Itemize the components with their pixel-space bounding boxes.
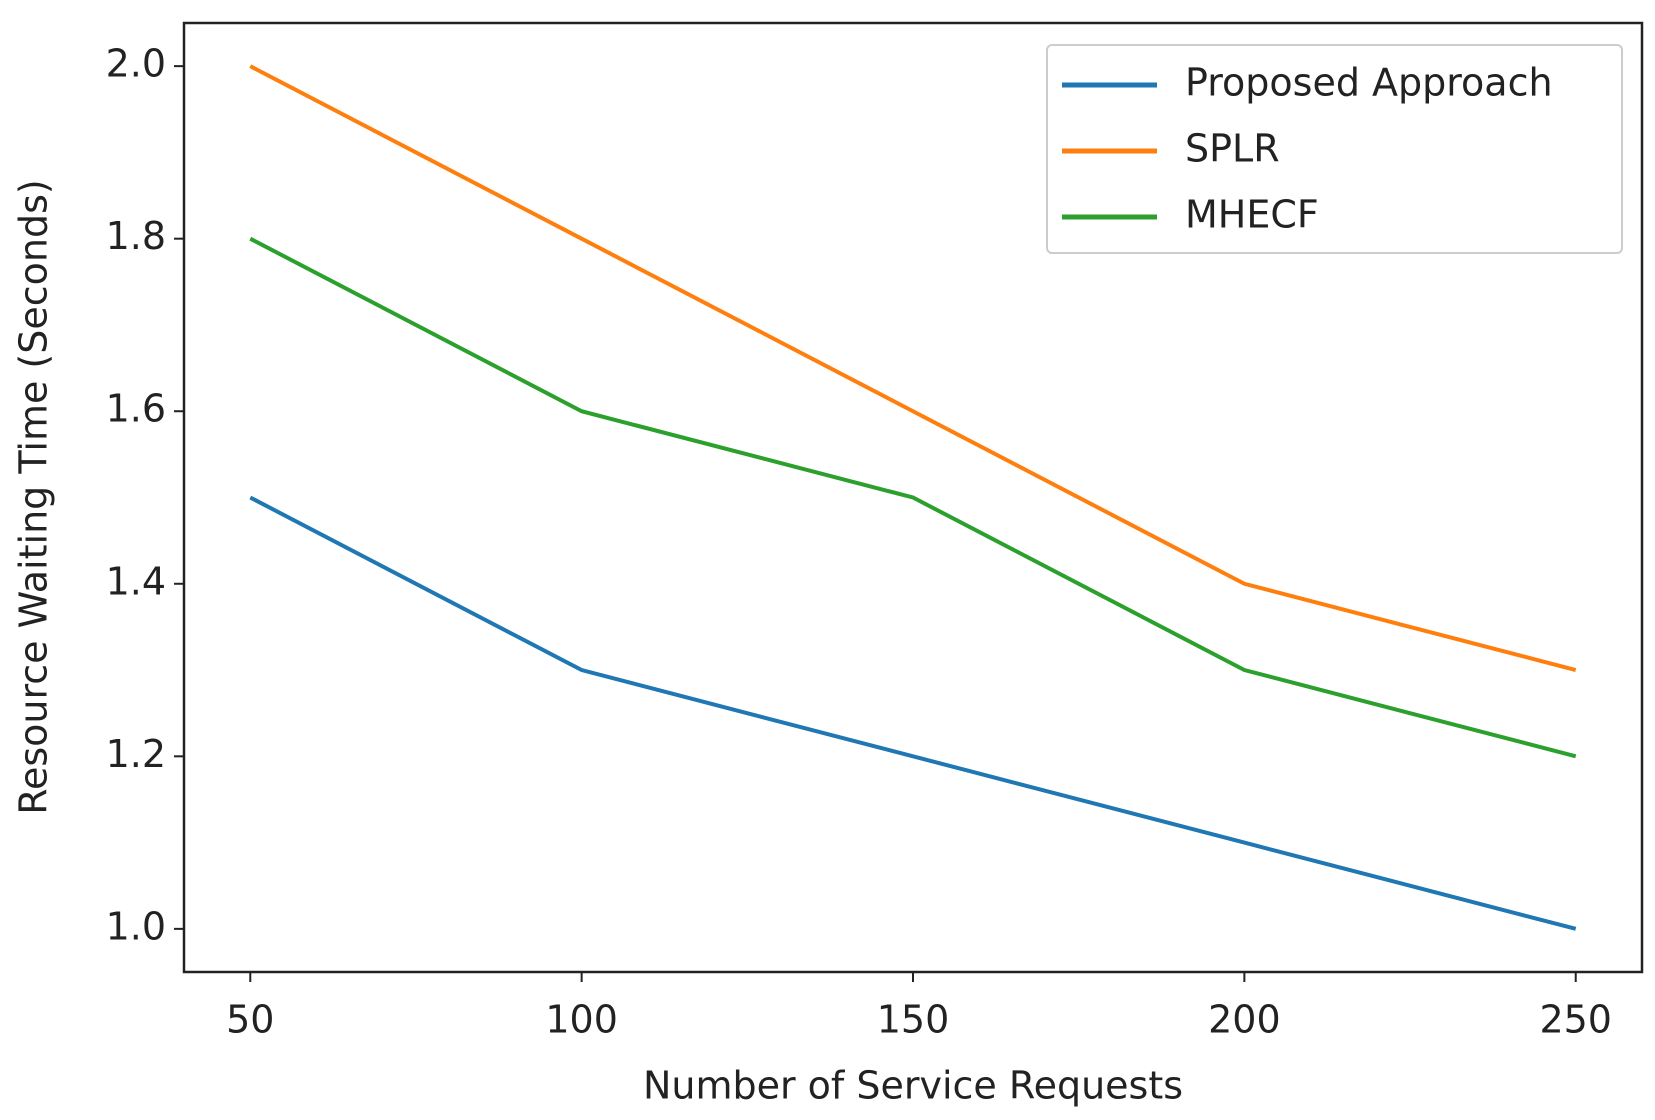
y-tick-label: 1.4 [106,559,166,603]
legend-label: Proposed Approach [1185,61,1553,105]
legend-label: SPLR [1185,127,1280,171]
y-tick-label: 1.8 [106,214,166,258]
series-line [249,64,1577,672]
plot-frame [182,21,1644,974]
legend-label: MHECF [1185,193,1319,237]
y-tick-label: 1.6 [106,387,166,431]
x-tick-label: 50 [226,998,274,1042]
x-tick-label: 250 [1539,998,1612,1042]
series-line [249,236,1577,759]
y-tick-label: 1.0 [106,904,166,948]
series-line [249,495,1577,931]
x-axis-label: Number of Service Requests [643,1064,1183,1108]
legend-box [1046,44,1623,254]
y-axis-label: Resource Waiting Time (Seconds) [12,179,56,814]
y-tick-label: 1.2 [106,732,166,776]
x-tick-label: 200 [1208,998,1281,1042]
x-tick-label: 150 [877,998,950,1042]
y-tick-label: 2.0 [106,42,166,86]
x-tick-label: 100 [545,998,618,1042]
